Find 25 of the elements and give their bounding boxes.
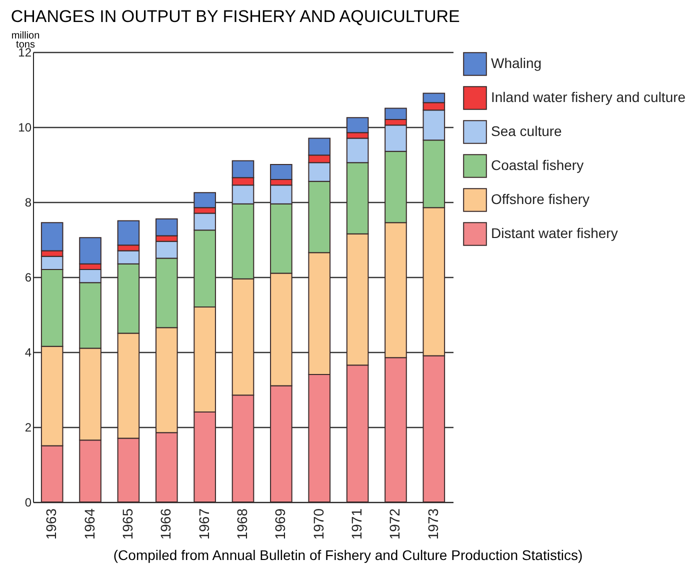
x-tick-label: 1964 xyxy=(81,508,98,540)
legend-label: Whaling xyxy=(491,55,542,71)
x-tick-label: 1973 xyxy=(424,508,441,540)
legend-label: Coastal fishery xyxy=(491,157,584,173)
legend-label: Offshore fishery xyxy=(491,191,590,207)
x-tick-label: 1971 xyxy=(348,508,365,540)
y-tick-label: 10 xyxy=(18,120,32,134)
x-tick-label: 1966 xyxy=(158,508,174,540)
y-tick-label: 8 xyxy=(24,196,32,210)
x-tick-label: 1965 xyxy=(119,508,136,540)
x-tick-label: 1970 xyxy=(310,508,326,540)
x-tick-label: 1967 xyxy=(196,508,212,540)
y-tick-label: 6 xyxy=(24,270,32,284)
legend-label: Sea culture xyxy=(491,123,562,139)
y-tick-label: 0 xyxy=(24,496,32,510)
text: (Compiled from Annual Bulletin of Fishery and Culture Production Statistics) xyxy=(112,547,584,563)
legend-label: Inland water fishery and culture xyxy=(491,89,686,105)
x-tick-label: 1969 xyxy=(272,508,288,540)
y-tick-label: 2 xyxy=(24,420,32,434)
x-tick-label: 1968 xyxy=(234,508,250,540)
y-tick-label: 4 xyxy=(24,346,32,360)
x-tick-label: 1963 xyxy=(43,508,60,540)
chart-title: CHANGES IN OUTPUT BY FISHERY AND AQUICULTURE xyxy=(10,7,460,26)
legend-label: Distant water fishery xyxy=(491,225,618,241)
x-tick-label: 1972 xyxy=(386,508,403,540)
